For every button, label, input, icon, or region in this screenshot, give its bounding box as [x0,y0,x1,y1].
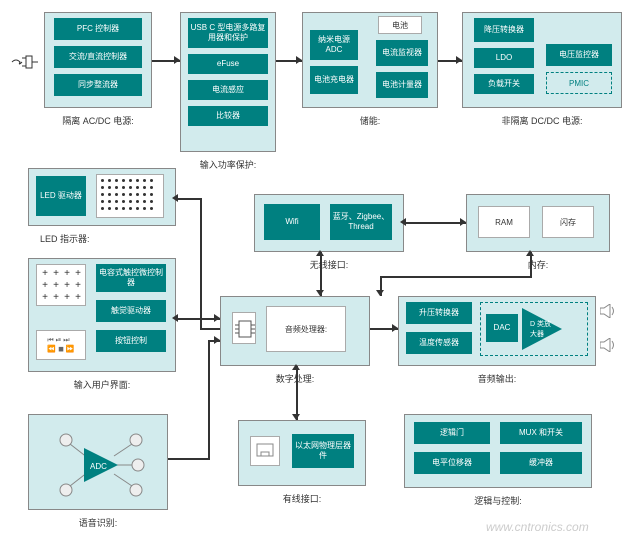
lbl-dsp: 数字处理: [220,372,370,385]
lbl-aout: 音频输出: [398,372,596,385]
mod-ram: RAM [478,206,530,238]
mod-ldo: LDO [474,48,534,68]
mod-imonitor: 电流监视器 [376,40,428,66]
adc-node-icon: ADC [56,430,146,502]
mod-flash: 闪存 [542,206,594,238]
chip-icon [232,312,256,344]
amp-triangle-icon: D 类放大器 [522,308,566,352]
lbl-led: LED 指示器: [28,232,176,245]
mod-usbc: USB C 型电源多路复用器和保护 [188,18,268,48]
lbl-eth: 有线接口: [238,492,366,505]
lbl-voice: 语音识别: [28,516,168,529]
arrow-icon [456,56,462,64]
mod-gauge: 电池计量器 [376,72,428,98]
svg-text:D 类放: D 类放 [530,319,551,328]
line [168,458,208,460]
arrow-icon [174,56,180,64]
arrow-icon [292,364,300,370]
mod-pfc: PFC 控制器 [54,18,142,40]
line [404,222,466,224]
arrow-icon [400,218,406,226]
eth-jack-icon [250,436,280,466]
touch-grid-icon: ++++ ++++ ++++ [36,264,86,306]
mod-btnctrl: 按钮控制 [96,330,166,352]
lbl-energy: 储能: [302,114,438,127]
line [296,366,298,420]
arrow-icon [296,56,302,64]
arrow-icon [460,218,466,226]
mod-buffer: 缓冲器 [500,452,582,474]
mod-buck: 降压转换器 [474,18,534,42]
arrow-icon [214,336,220,344]
mod-audio-proc: 音频处理器: [266,306,346,352]
arrow-icon [316,290,324,296]
mod-temp: 温度传感器 [406,332,472,354]
mod-pmic: PMIC [546,72,612,94]
mod-battery: 电池 [378,16,422,34]
speaker-icon-2 [600,338,616,352]
arrow-icon [214,314,220,322]
mod-levelshift: 电平位移器 [414,452,490,474]
watermark: www.cntronics.com [486,520,589,534]
mod-sync-rect: 同步整流器 [54,74,142,96]
mod-logic-gate: 逻辑门 [414,422,490,444]
media-buttons-icon: ⏮ ⏯ ⏭⏪ ◼ ⏩ [36,330,86,360]
mod-vsup: 电压监控器 [546,44,612,66]
speaker-icon-1 [600,304,616,318]
line [208,340,210,460]
arrow-icon [376,290,384,296]
mod-eth-phy: 以太网物理层器件 [292,434,354,468]
line [176,198,200,200]
mod-led-drv: LED 驱动器 [36,176,86,216]
arrow-icon [526,250,534,256]
mod-boost: 升压转换器 [406,302,472,324]
arrow-icon [316,250,324,256]
lbl-dcdc: 非隔离 DC/DC 电源: [462,114,622,127]
line [200,328,220,330]
arrow-icon [392,324,398,332]
line [200,198,202,328]
mod-captouch: 电容式触控微控制器 [96,264,166,292]
arrow-icon [172,314,178,322]
mod-acdc-ctrl: 交流/直流控制器 [54,46,142,68]
mod-bt: 蓝牙、Zigbee、Thread [330,204,392,240]
arrow-icon [292,414,300,420]
svg-text:大器: 大器 [530,329,544,338]
lbl-input-prot: 输入功率保护: [180,158,276,171]
mod-dac: DAC [486,314,518,342]
mod-isense: 电流感应 [188,80,268,100]
mod-loadsw: 负载开关 [474,74,534,94]
svg-text:ADC: ADC [90,462,107,471]
line [380,276,532,278]
arrow-icon [172,194,178,202]
lbl-ui: 输入用户界面: [28,378,176,391]
led-matrix-icon [96,174,164,218]
lbl-acdc: 隔离 AC/DC 电源: [44,114,152,127]
mod-comp: 比较器 [188,106,268,126]
mod-wifi: Wifi [264,204,320,240]
mod-haptic: 触觉驱动器 [96,300,166,322]
lbl-mem: 内存: [466,258,610,271]
mod-nano-adc: 纳米电源ADC [310,30,358,60]
lbl-logic: 逻辑与控制: [404,494,592,507]
lbl-wifi: 无线接口: [254,258,404,271]
mod-mux: MUX 和开关 [500,422,582,444]
ac-plug-icon [8,52,38,72]
mod-charger: 电池充电器 [310,66,358,94]
mod-efuse: eFuse [188,54,268,74]
